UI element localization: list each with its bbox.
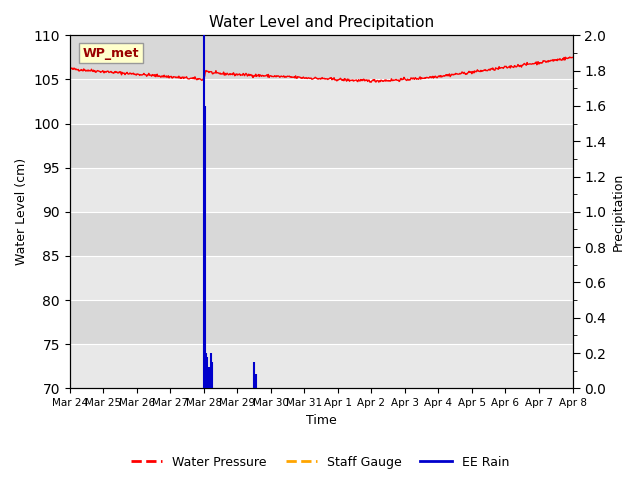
Bar xyxy=(70,168,573,212)
Text: WP_met: WP_met xyxy=(83,47,139,60)
Bar xyxy=(70,36,573,80)
Legend: Water Pressure, Staff Gauge, EE Rain: Water Pressure, Staff Gauge, EE Rain xyxy=(126,451,514,474)
Bar xyxy=(70,256,573,300)
Bar xyxy=(70,300,573,344)
Bar xyxy=(70,123,573,168)
Y-axis label: Precipitation: Precipitation xyxy=(612,173,625,251)
Bar xyxy=(70,80,573,123)
Bar xyxy=(70,212,573,256)
Y-axis label: Water Level (cm): Water Level (cm) xyxy=(15,158,28,265)
Bar xyxy=(70,344,573,388)
X-axis label: Time: Time xyxy=(306,414,337,427)
Title: Water Level and Precipitation: Water Level and Precipitation xyxy=(209,15,434,30)
